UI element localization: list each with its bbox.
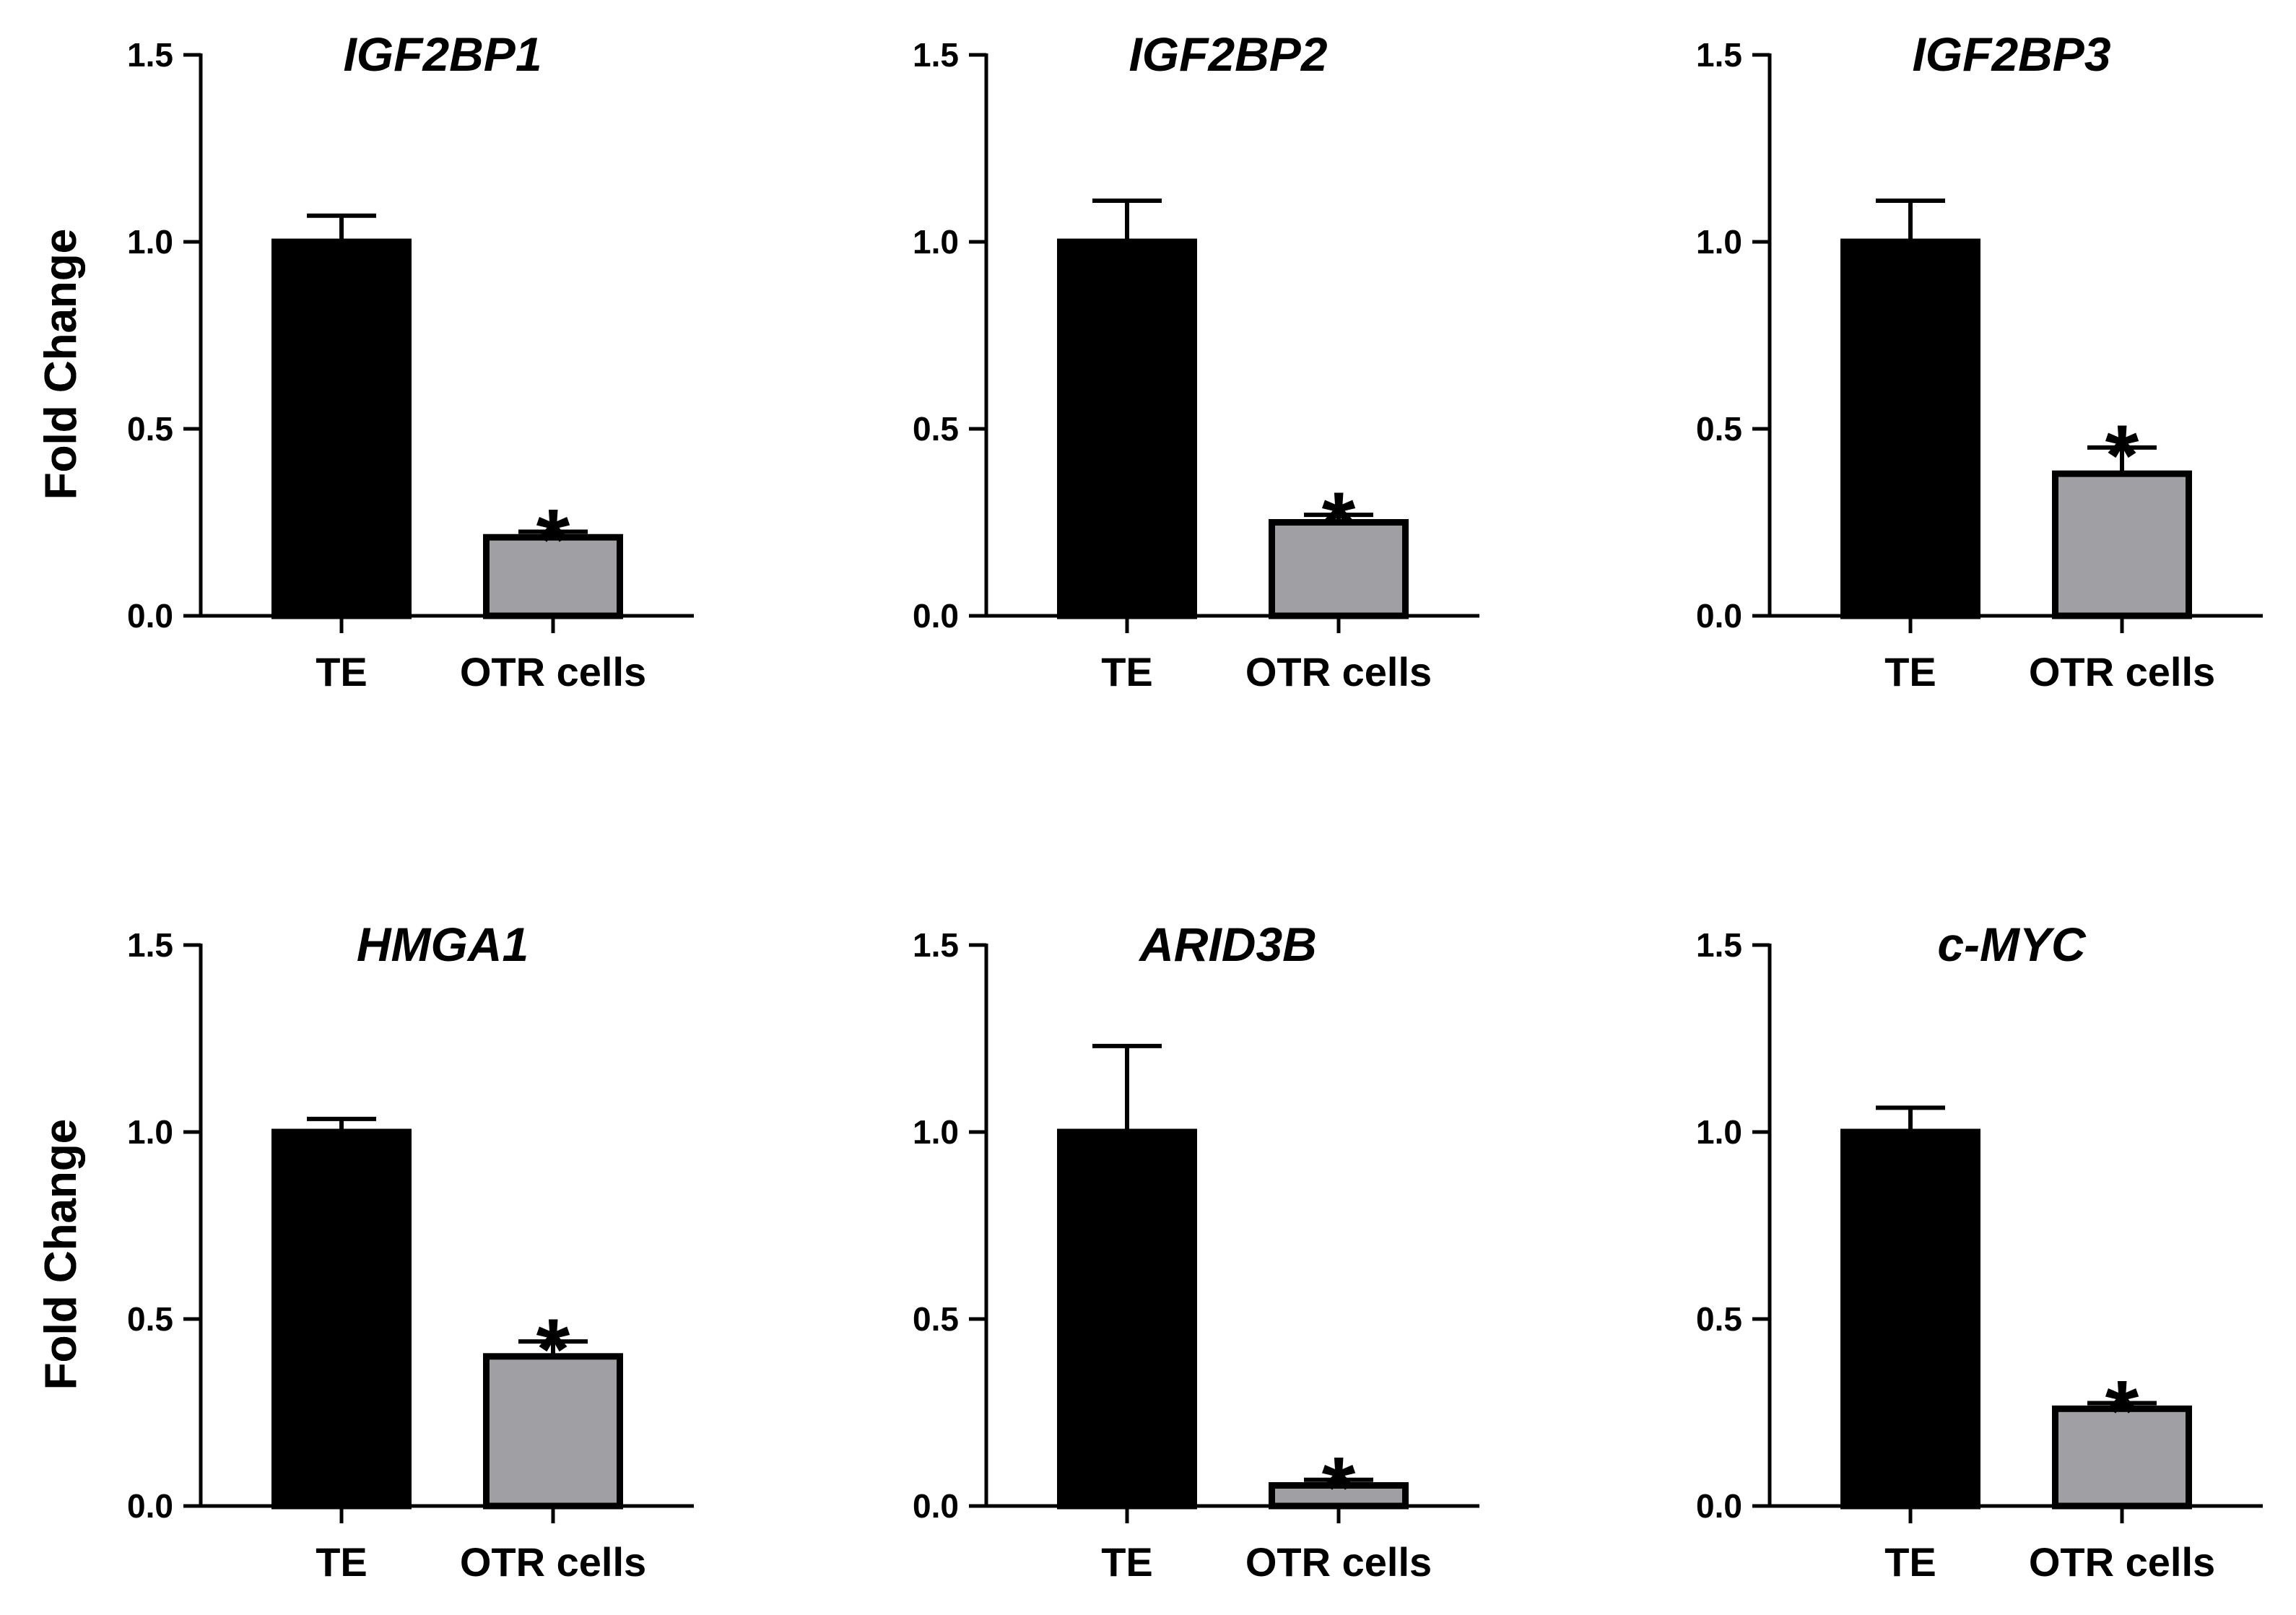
x-tick-label: TE <box>316 1539 368 1585</box>
significance-asterisk: * <box>1322 474 1356 571</box>
y-tick-label: 1.0 <box>127 223 173 261</box>
x-tick-label: OTR cells <box>2029 649 2215 695</box>
y-tick-label: 0.0 <box>913 597 959 635</box>
bar-te <box>1840 1128 1980 1510</box>
y-tick-label: 1.5 <box>127 36 173 74</box>
x-tick-label: TE <box>316 649 368 695</box>
y-tick-label: 0.0 <box>127 597 173 635</box>
chart-panel-3: 0.0 0.5 1.0 1.5 Fold Change IGF2BP3 TE OTR cell… <box>36 27 2263 695</box>
y-tick-label: 1.5 <box>913 926 959 964</box>
chart-title: c-MYC <box>1937 918 2087 971</box>
chart-panel-2: 0.0 0.5 1.0 1.5 Fold Change IGF2BP2 TE OTR cell… <box>36 27 1479 695</box>
y-tick-label: 1.0 <box>913 1113 959 1151</box>
x-tick-label: TE <box>1884 1539 1936 1585</box>
significance-asterisk: * <box>1322 1440 1356 1536</box>
chart-title: ARID3B <box>1138 918 1317 971</box>
y-axis-label: Fold Change <box>36 229 86 500</box>
significance-asterisk: * <box>536 1301 570 1398</box>
significance-asterisk: * <box>2105 1363 2139 1460</box>
y-tick-label: 0.5 <box>1696 410 1742 448</box>
significance-asterisk: * <box>536 491 570 588</box>
y-tick-label: 1.0 <box>1696 223 1742 261</box>
chart-panel-5: 0.0 0.5 1.0 1.5 Fold Change ARID3B TE OTR cells… <box>36 918 1479 1585</box>
x-tick-label: TE <box>1101 1539 1153 1585</box>
y-axis-label: Fold Change <box>36 1119 86 1390</box>
y-tick-label: 1.5 <box>913 36 959 74</box>
chart-panel-4: 0.0 0.5 1.0 1.5 Fold Change HMGA1 TE OTR cells * <box>36 918 694 1585</box>
chart-title: IGF2BP1 <box>343 27 542 81</box>
y-tick-label: 0.0 <box>1696 597 1742 635</box>
y-tick-label: 0.0 <box>913 1487 959 1525</box>
y-axis-label: Fold Change <box>36 229 86 500</box>
bar-otr-cells <box>1269 519 1409 619</box>
x-tick-label: OTR cells <box>1245 649 1432 695</box>
y-tick-label: 0.5 <box>127 1300 173 1338</box>
x-tick-label: OTR cells <box>2029 1539 2215 1585</box>
y-tick-label: 0.5 <box>913 410 959 448</box>
chart-title: IGF2BP3 <box>1912 27 2110 81</box>
bar-te <box>1057 238 1197 619</box>
y-axis-label: Fold Change <box>36 229 86 500</box>
chart-title: HMGA1 <box>357 918 529 971</box>
y-tick-label: 1.5 <box>1696 36 1742 74</box>
x-tick-label: OTR cells <box>1245 1539 1432 1585</box>
x-tick-label: TE <box>1101 649 1153 695</box>
y-tick-label: 1.5 <box>127 926 173 964</box>
x-tick-label: TE <box>1884 649 1936 695</box>
y-tick-label: 0.0 <box>1696 1487 1742 1525</box>
x-tick-label: OTR cells <box>460 1539 646 1585</box>
x-tick-label: OTR cells <box>460 649 646 695</box>
bar-te <box>1840 238 1980 619</box>
y-tick-label: 0.0 <box>127 1487 173 1525</box>
y-tick-label: 1.5 <box>1696 926 1742 964</box>
bar-te <box>1057 1128 1197 1510</box>
y-axis-label: Fold Change <box>36 1119 86 1390</box>
y-axis-label: Fold Change <box>36 1119 86 1390</box>
bar-te <box>271 238 412 619</box>
y-tick-label: 0.5 <box>127 410 173 448</box>
chart-title: IGF2BP2 <box>1129 27 1327 81</box>
bar-te <box>271 1128 412 1510</box>
y-tick-label: 1.0 <box>1696 1113 1742 1151</box>
y-tick-label: 1.0 <box>913 223 959 261</box>
y-tick-label: 0.5 <box>913 1300 959 1338</box>
y-tick-label: 0.5 <box>1696 1300 1742 1338</box>
chart-panel-1: 0.0 0.5 1.0 1.5 Fold Change IGF2BP1 TE OTR cell… <box>36 27 694 695</box>
y-tick-label: 1.0 <box>127 1113 173 1151</box>
significance-asterisk: * <box>2105 407 2139 504</box>
